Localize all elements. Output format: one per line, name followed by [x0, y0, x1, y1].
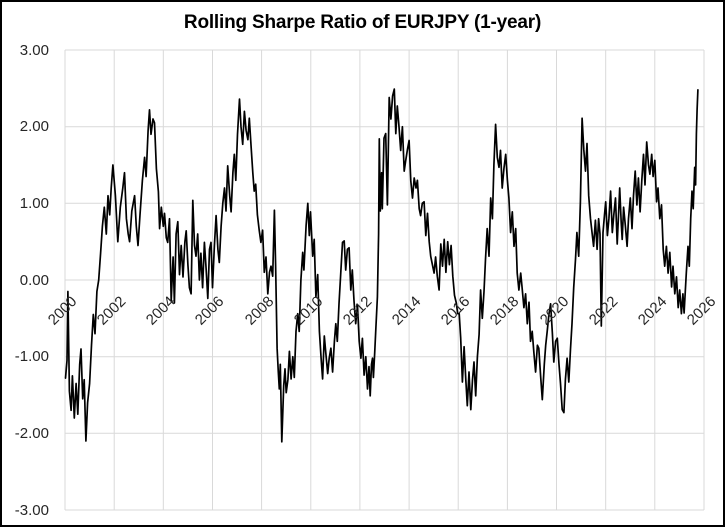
y-axis-tick-label: 3.00 — [19, 42, 49, 59]
y-axis-tick-label: 1.00 — [19, 195, 49, 212]
series-line — [64, 88, 699, 443]
y-axis-tick-label: -2.00 — [14, 425, 49, 442]
chart-title: Rolling Sharpe Ratio of EURJPY (1-year) — [183, 12, 542, 33]
y-axis-tick-label: -1.00 — [14, 348, 49, 365]
y-axis-tick-label: -3.00 — [14, 502, 49, 519]
y-axis-tick-label: 0.00 — [19, 272, 49, 289]
y-axis-tick-label: 2.00 — [19, 118, 49, 135]
